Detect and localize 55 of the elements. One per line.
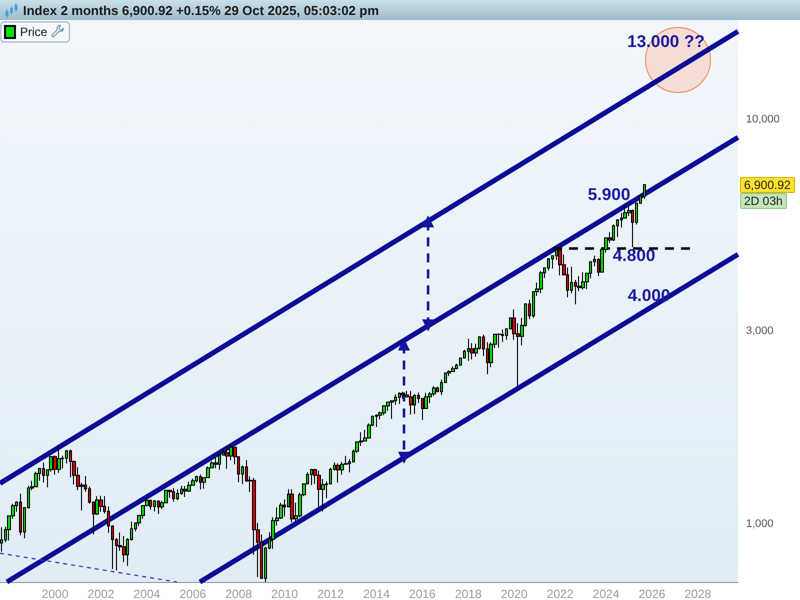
x-tick-label: 2014 (363, 587, 390, 600)
x-tick-label: 2008 (225, 587, 252, 600)
x-tick-label: 2012 (317, 587, 344, 600)
candlestick (375, 414, 378, 428)
candlestick (382, 404, 386, 416)
candlestick (317, 470, 321, 508)
candlestick (0, 526, 3, 552)
legend-label: Price (20, 25, 48, 39)
y-tick-label: 1,000 (746, 518, 774, 530)
x-tick-label: 2026 (638, 587, 666, 600)
candlestick (225, 446, 229, 470)
candlestick (19, 493, 22, 536)
candlestick (57, 446, 61, 474)
candlestick (467, 338, 470, 362)
candlestick (398, 392, 401, 405)
candlestick (157, 500, 160, 514)
chart-title: Index 2 months 6,900.92 +0.15% 29 Oct 2025, 05:03:02 pm (23, 3, 379, 18)
candlestick (122, 536, 126, 563)
x-tick-label: 2018 (454, 587, 482, 600)
candlestick (176, 488, 179, 501)
text: 6,900.92 (740, 176, 795, 193)
annotation: 4.800 (612, 246, 656, 266)
candlestick (290, 488, 294, 523)
candlestick (470, 342, 474, 360)
candlestick (34, 471, 38, 488)
annotation: 5.900 (588, 185, 630, 205)
candlestick (310, 468, 313, 486)
candlestick (199, 474, 202, 490)
candlestick (539, 270, 543, 294)
x-tick-label: 2006 (179, 587, 206, 600)
candlestick (172, 487, 175, 502)
x-tick-label: 2004 (134, 587, 161, 600)
candlestick (99, 495, 103, 512)
candlestick (497, 332, 501, 348)
x-tick-label: 2024 (592, 587, 620, 600)
candlestick (149, 499, 152, 510)
candlestick (336, 462, 340, 484)
y-tick-label: 3,000 (746, 325, 774, 338)
x-tick-label: 2010 (271, 587, 298, 600)
x-tick-label: 2020 (500, 587, 528, 600)
y-tick-label: 10,000 (746, 113, 780, 126)
candlestick (413, 394, 416, 414)
candlestick (409, 390, 413, 415)
candlestick (451, 366, 455, 372)
candlestick (183, 485, 187, 498)
candlestick (581, 272, 585, 290)
x-tick-label: 2016 (409, 587, 436, 600)
x-tick-label: 2022 (546, 587, 574, 600)
candlestick (218, 452, 221, 470)
x-tick-label: 2028 (684, 587, 712, 600)
text: 2D 03h (740, 192, 787, 209)
candlestick (153, 500, 156, 512)
x-tick-label: 2002 (88, 587, 115, 600)
x-tick-label: 2000 (42, 587, 69, 600)
candlestick (214, 456, 218, 469)
